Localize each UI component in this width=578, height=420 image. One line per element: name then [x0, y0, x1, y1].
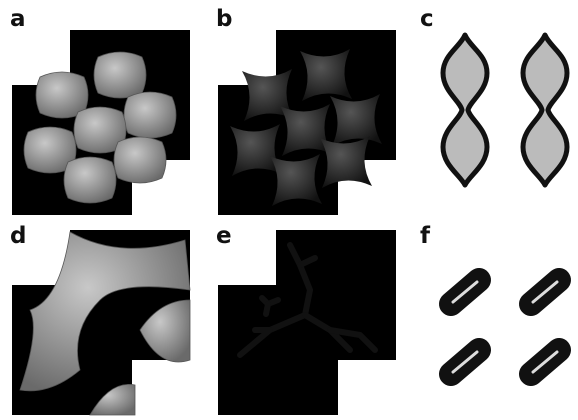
panel-label: c — [420, 6, 434, 32]
panel-c — [443, 35, 567, 185]
panel-a — [12, 30, 190, 215]
panel-label: a — [10, 6, 26, 32]
panel-d — [12, 230, 191, 416]
panel-label: e — [216, 223, 232, 249]
panel-label: d — [10, 223, 26, 249]
panel-e — [218, 230, 396, 415]
panel-f — [451, 280, 559, 374]
panel-label: f — [420, 223, 431, 249]
panel-b — [218, 30, 396, 215]
panel-label: b — [216, 6, 232, 32]
